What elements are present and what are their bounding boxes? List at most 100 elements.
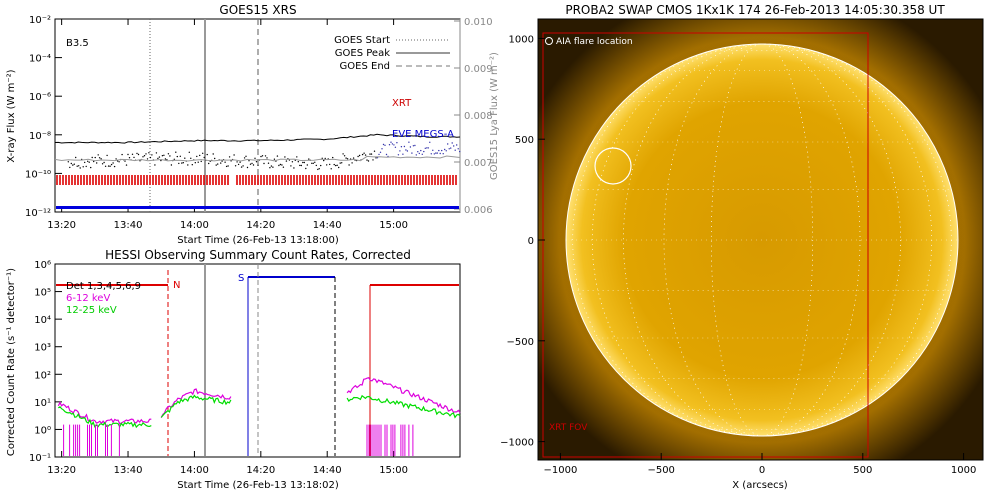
goes-eve-point xyxy=(233,154,235,156)
goes-eve-point xyxy=(296,156,298,158)
goes-eve-point xyxy=(414,144,416,147)
goes-eve-point xyxy=(336,164,338,166)
goes-eve-point xyxy=(145,153,147,155)
swap-y-tick-label: 1000 xyxy=(509,34,534,45)
goes-eve-point xyxy=(402,153,404,155)
goes-eve-point xyxy=(184,157,186,159)
goes-eve-point xyxy=(317,168,319,171)
goes-y-tick-label: 10⁻⁸ xyxy=(29,131,51,142)
goes-eve-point xyxy=(420,149,422,152)
goes-eve-point xyxy=(346,158,349,160)
goes-y-label-right: GOES15 Lya Flux (W m⁻²) xyxy=(489,52,500,180)
goes-eve-point xyxy=(224,161,226,163)
goes-eve-point xyxy=(227,165,229,167)
goes-eve-point xyxy=(239,161,241,163)
goes-eve-point xyxy=(451,142,453,144)
goes-y-right-tick-label: 0.010 xyxy=(464,17,493,28)
goes-eve-point xyxy=(343,155,346,157)
swap-x-tick-label: −500 xyxy=(647,465,674,476)
goes-eve-point xyxy=(240,166,243,168)
goes-eve-point xyxy=(367,160,370,162)
goes-eve-point xyxy=(282,166,285,168)
goes-eve-point xyxy=(326,164,328,166)
goes-eve-point xyxy=(363,152,365,154)
goes-eve-point xyxy=(115,158,117,160)
goes-eve-point xyxy=(79,167,81,169)
hessi-attenuator-spikes xyxy=(63,424,414,456)
goes-eve-point xyxy=(110,163,113,166)
swap-longitude-line xyxy=(663,43,861,437)
swap-x-label: X (arcsecs) xyxy=(732,480,788,491)
goes-x-tick-label: 14:40 xyxy=(313,220,342,231)
goes-eve-point xyxy=(143,155,146,157)
goes-eve-point xyxy=(67,161,70,163)
goes-eve-point xyxy=(341,162,343,164)
goes-eve-point xyxy=(342,153,344,155)
swap-longitude-line xyxy=(572,43,952,437)
goes-eve-point xyxy=(160,159,162,162)
goes-eve-point xyxy=(146,158,149,160)
swap-longitude-line xyxy=(591,43,933,437)
hessi-x-tick-label: 14:00 xyxy=(180,465,209,476)
goes-lya-line xyxy=(54,155,461,162)
goes-eve-point xyxy=(148,152,150,154)
goes-eve-point xyxy=(246,166,249,169)
goes-eve-point xyxy=(273,158,276,160)
goes-eve-point xyxy=(429,141,431,143)
goes-eve-point xyxy=(445,150,447,152)
goes-eve-label: EVE MEGS-A xyxy=(392,129,454,140)
goes-eve-point xyxy=(234,165,237,167)
goes-eve-point xyxy=(364,154,367,156)
goes-eve-point xyxy=(221,160,223,162)
hessi-marker-n: N xyxy=(173,280,180,291)
goes-eve-point xyxy=(311,162,313,164)
goes-eve-point xyxy=(397,154,400,156)
goes-eve-point xyxy=(439,152,441,155)
goes-eve-point xyxy=(124,160,126,162)
goes-eve-point xyxy=(149,156,152,159)
goes-eve-point xyxy=(73,163,76,165)
goes-eve-point xyxy=(236,161,238,163)
goes-eve-point xyxy=(312,162,314,164)
hessi-x-tick-label: 15:00 xyxy=(379,465,408,476)
goes-eve-point xyxy=(103,161,105,164)
goes-eve-point xyxy=(432,149,434,151)
goes-y-tick-label: 10⁻¹⁰ xyxy=(25,169,51,180)
swap-panel: PROBA2 SWAP CMOS 1Kx1K 174 26-Feb-2013 1… xyxy=(500,3,984,491)
goes-eve-point xyxy=(260,155,262,158)
goes-eve-point xyxy=(220,162,222,164)
goes-eve-point xyxy=(438,149,440,152)
goes-y-tick-label: 10⁻⁶ xyxy=(29,92,51,103)
goes-eve-point xyxy=(279,163,282,166)
goes-eve-point xyxy=(369,153,371,155)
goes-eve-point xyxy=(181,162,183,164)
goes-eve-point xyxy=(269,167,271,169)
goes-eve-point xyxy=(266,157,268,159)
goes-eve-point xyxy=(366,159,368,161)
goes-x-tick-label: 13:20 xyxy=(47,220,76,231)
hessi-y-tick-label: 10⁰ xyxy=(34,425,51,436)
goes-legend-peak: GOES Peak xyxy=(335,48,390,59)
goes-eve-point xyxy=(248,160,250,162)
goes-eve-point xyxy=(251,162,253,165)
goes-eve-point xyxy=(230,160,232,162)
goes-eve-point xyxy=(426,147,428,149)
goes-eve-point xyxy=(163,154,165,156)
goes-eve-point xyxy=(348,164,350,166)
goes-eve-point xyxy=(442,153,444,155)
hessi-y-label: Corrected Count Rate (s⁻¹ detector⁻¹) xyxy=(6,268,17,456)
goes-eve-point xyxy=(278,164,280,167)
goes-eve-point xyxy=(175,151,177,153)
goes-eve-point xyxy=(197,161,199,163)
swap-fov-label: XRT FOV xyxy=(549,423,588,433)
goes-eve-point xyxy=(188,151,190,153)
goes-eve-point xyxy=(242,165,244,167)
goes-eve-point xyxy=(125,164,128,166)
goes-eve-point xyxy=(427,147,429,149)
hessi-x-tick-label: 14:20 xyxy=(246,465,275,476)
hessi-y-tick-label: 10⁴ xyxy=(34,315,51,326)
goes-eve-point xyxy=(94,156,96,159)
goes-observation-bars xyxy=(56,175,457,185)
goes-eve-point xyxy=(390,141,392,143)
goes-eve-point xyxy=(257,164,259,166)
